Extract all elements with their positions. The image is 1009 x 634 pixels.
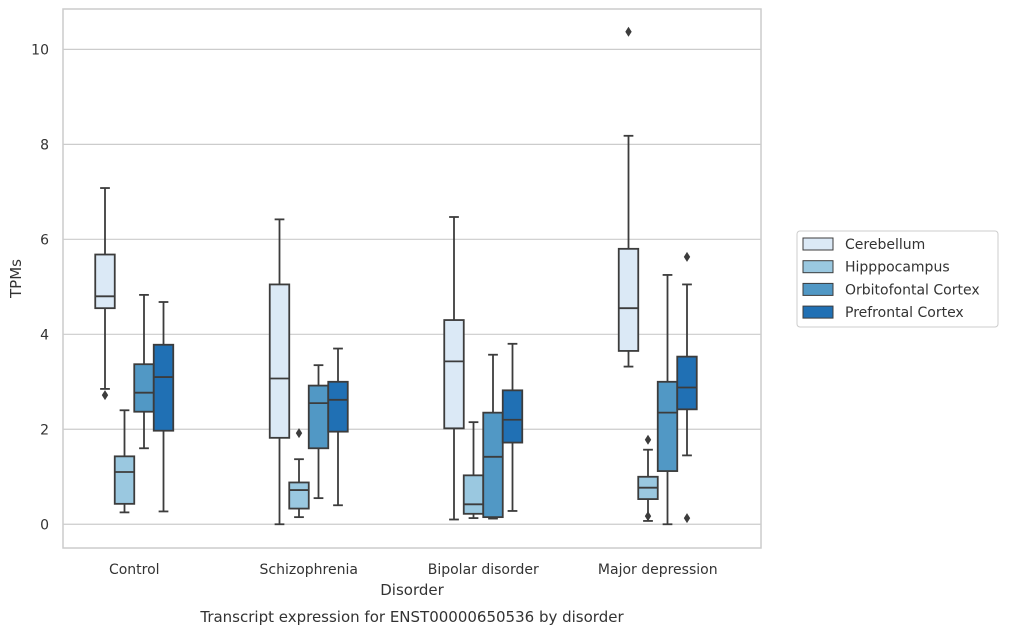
outlier-point	[683, 251, 691, 262]
box-iqr	[327, 380, 349, 433]
box-cerebellum	[268, 218, 291, 526]
x-tick-label: Control	[109, 562, 160, 578]
box-hipppocampus	[113, 409, 136, 514]
y-axis-label: TPMs	[7, 259, 25, 299]
plot-frame	[62, 8, 762, 549]
box-iqr	[676, 355, 698, 411]
box-cerebellum	[94, 187, 116, 401]
gridlines	[63, 48, 761, 525]
legend-label: Prefrontal Cortex	[845, 305, 964, 321]
box-iqr	[501, 389, 524, 444]
box-prefrontal-cortex	[501, 342, 524, 512]
outlier-point	[683, 513, 691, 524]
box-iqr	[443, 319, 465, 430]
outlier-point	[295, 428, 303, 439]
box-orbitofontal-cortex	[482, 353, 504, 520]
box-iqr	[152, 343, 175, 432]
y-tick-label: 6	[40, 232, 49, 248]
box-iqr	[268, 283, 291, 439]
box-orbitofontal-cortex	[307, 364, 330, 500]
box-hipppocampus	[462, 421, 485, 519]
legend-swatch	[802, 305, 834, 319]
box-prefrontal-cortex	[327, 347, 349, 507]
box-orbitofontal-cortex	[656, 274, 679, 526]
x-tick-label: Bipolar disorder	[428, 562, 539, 578]
box-hipppocampus	[637, 434, 659, 522]
box-iqr	[113, 455, 136, 505]
y-tick-label: 0	[40, 517, 49, 533]
legend: Cerebellum Hipppocampus Orbitofontal Corte…	[796, 230, 999, 328]
chart-caption: Transcript expression for ENST0000065053…	[199, 608, 624, 626]
box-iqr	[133, 363, 155, 413]
outlier-point	[101, 390, 109, 401]
box-iqr	[288, 481, 310, 510]
x-axis-ticks: Control Schizophrenia Bipolar disorder Majo…	[109, 562, 718, 578]
legend-label: Hipppocampus	[845, 260, 950, 276]
outlier-point	[644, 511, 652, 522]
box-prefrontal-cortex	[676, 251, 698, 524]
y-tick-label: 2	[40, 422, 49, 438]
y-axis-ticks: 0 2 4 6 8 10	[31, 42, 49, 533]
box-iqr	[94, 253, 116, 310]
box-prefrontal-cortex	[152, 301, 175, 513]
box-cerebellum	[617, 26, 640, 368]
y-tick-label: 10	[31, 42, 49, 58]
legend-label: Orbitofontal Cortex	[845, 282, 980, 298]
legend-frame	[796, 230, 999, 328]
y-tick-label: 8	[40, 137, 49, 153]
outlier-point	[644, 434, 652, 445]
plot-area	[94, 26, 698, 526]
box-cerebellum	[443, 216, 465, 521]
outlier-point	[625, 26, 632, 37]
legend-swatch	[802, 260, 834, 274]
y-tick-label: 4	[40, 327, 49, 343]
legend-label: Cerebellum	[845, 237, 925, 253]
box-orbitofontal-cortex	[133, 293, 155, 450]
x-tick-label: Major depression	[598, 562, 718, 578]
box-iqr	[482, 411, 504, 519]
box-iqr	[656, 380, 679, 472]
box-iqr	[307, 384, 330, 450]
x-axis-label: Disorder	[380, 581, 444, 599]
legend-swatch	[802, 282, 834, 296]
x-tick-label: Schizophrenia	[260, 562, 358, 578]
legend-swatch	[802, 237, 834, 251]
box-hipppocampus	[288, 428, 310, 519]
box-iqr	[462, 474, 485, 515]
box-iqr	[617, 247, 640, 352]
